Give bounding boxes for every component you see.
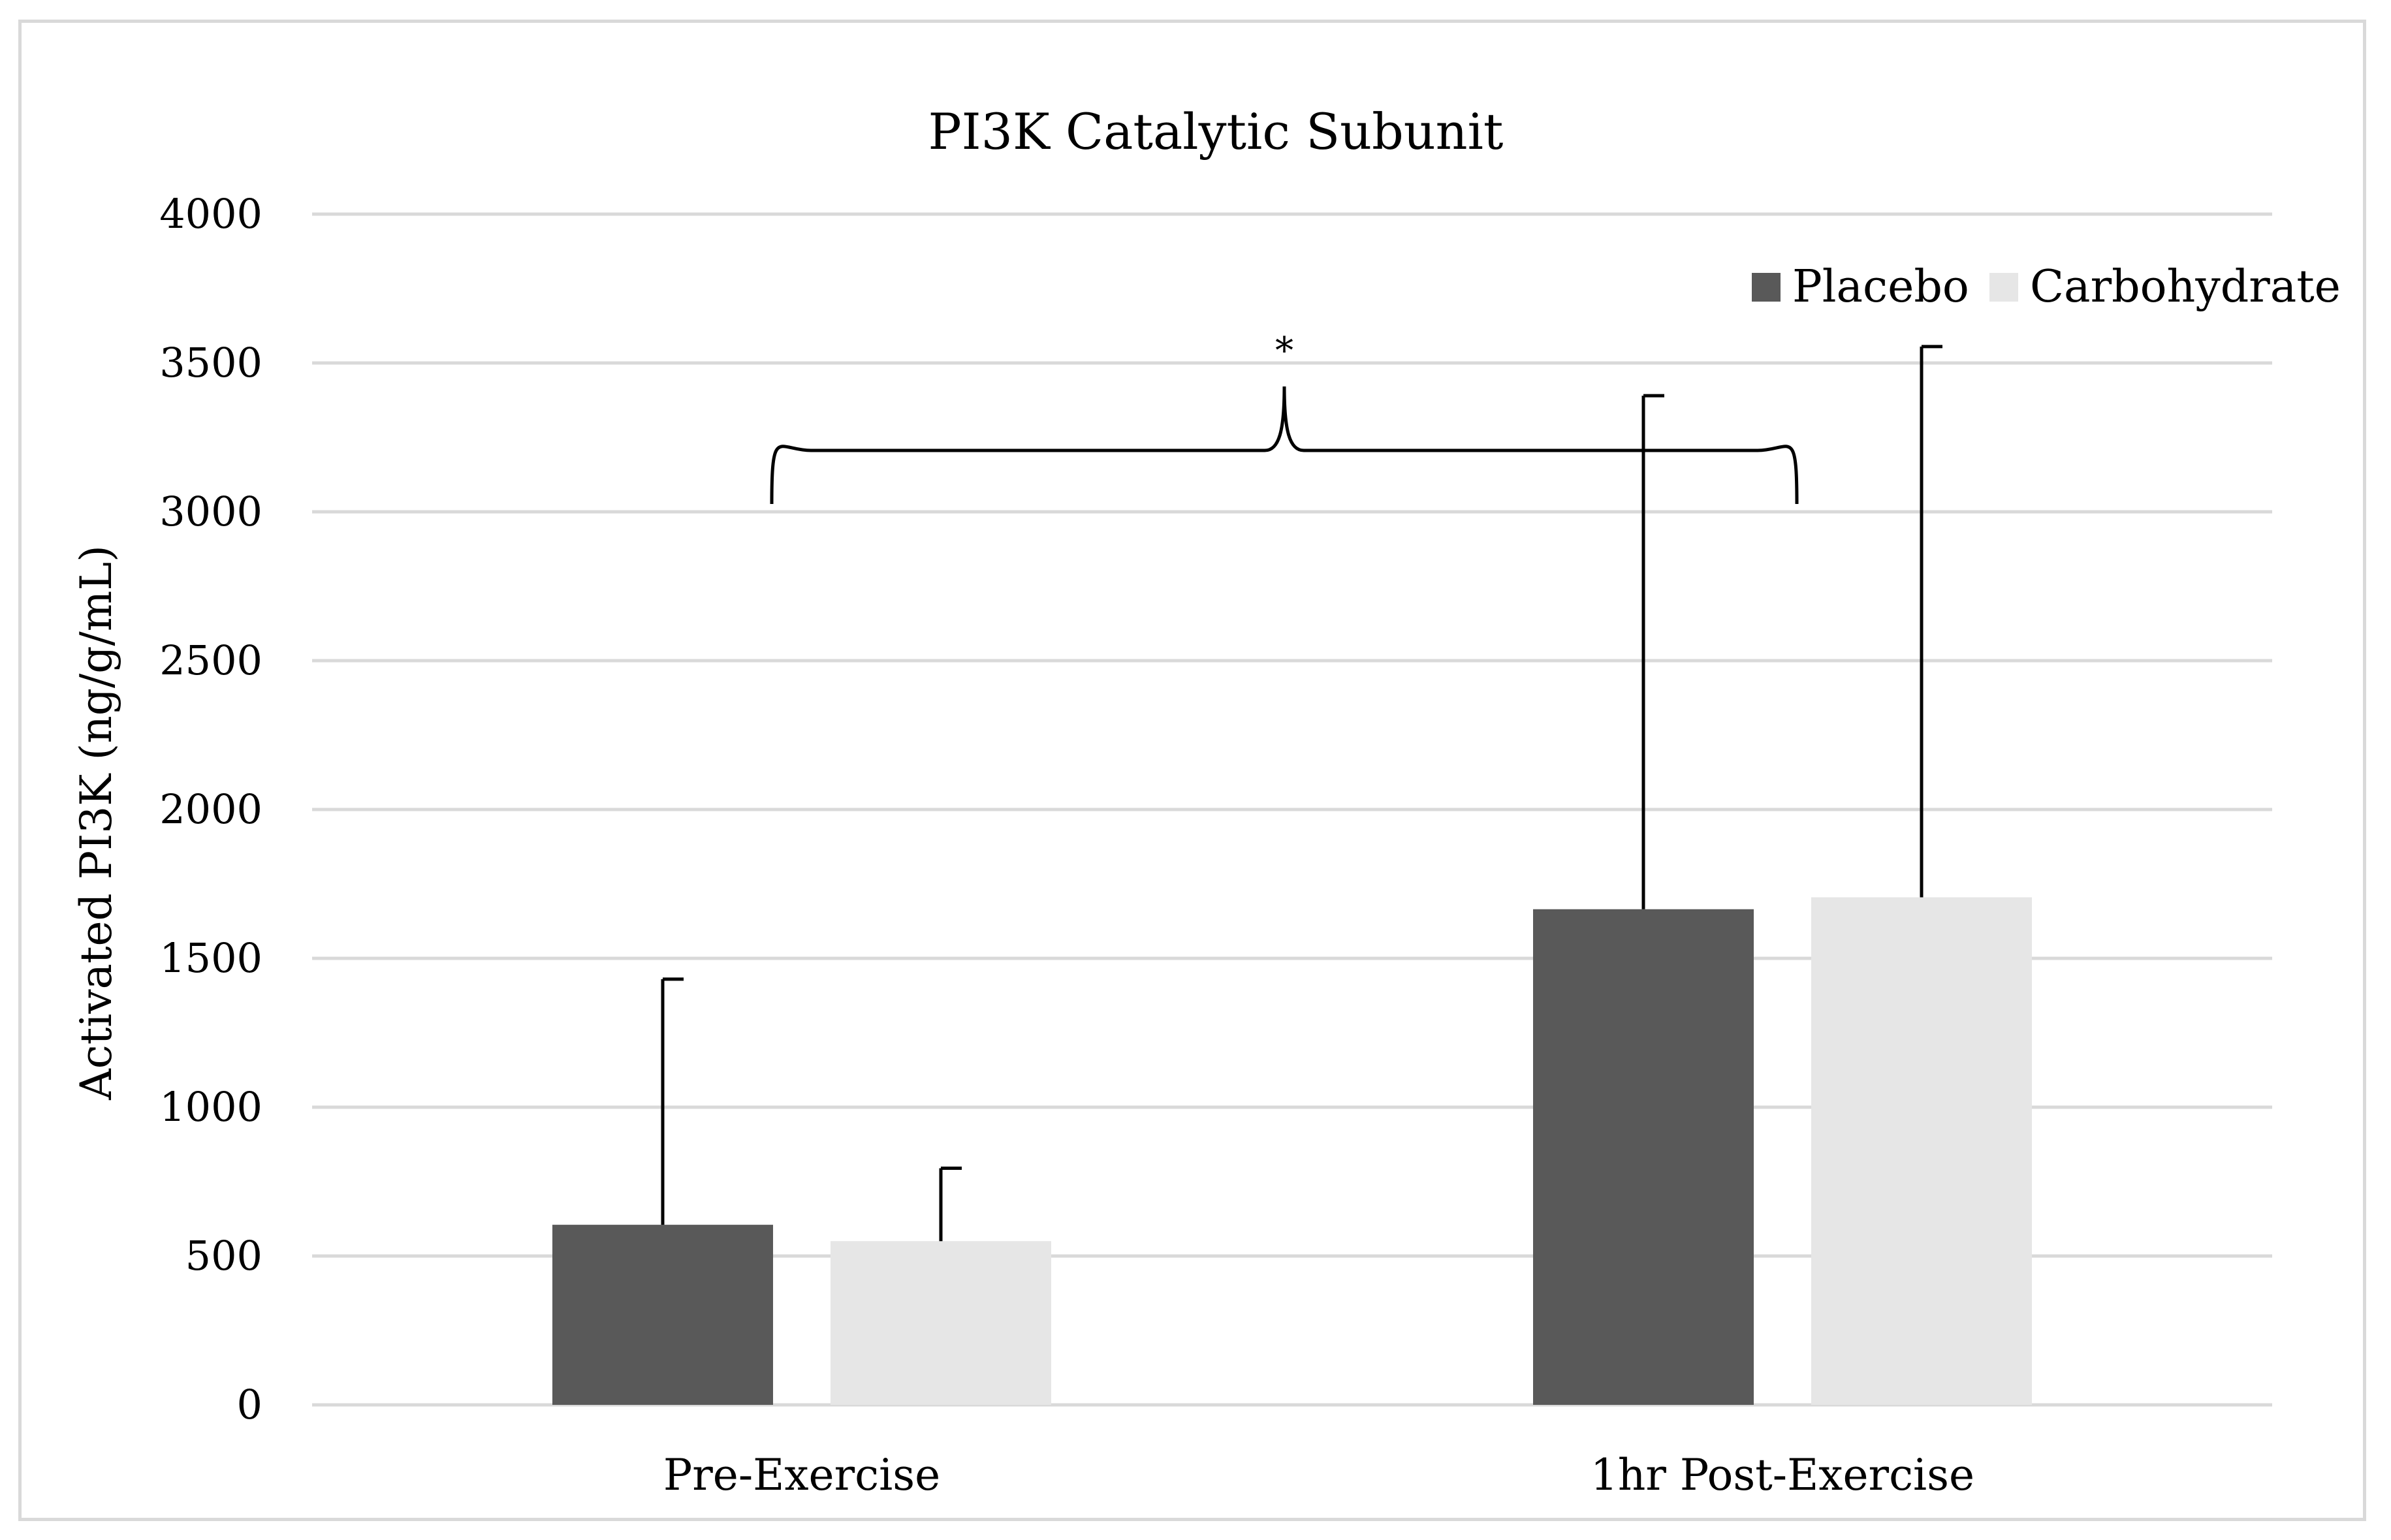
y-tick-label: 1000 [159, 1083, 262, 1131]
y-tick-label: 500 [185, 1232, 262, 1280]
y-tick-label: 3000 [159, 488, 262, 535]
legend-label-placebo: Placebo [1792, 261, 1969, 313]
y-tick-label: 3500 [159, 339, 262, 386]
y-tick-label: 1500 [159, 934, 262, 982]
legend-swatch-carbohydrate [1989, 273, 2018, 302]
bars [552, 897, 2032, 1405]
x-category-label: 1hr Post-Exercise [1591, 1450, 1974, 1500]
y-tick-label: 0 [237, 1381, 262, 1428]
chart-title: PI3K Catalytic Subunit [928, 102, 1504, 161]
x-category-label: Pre-Exercise [663, 1450, 940, 1500]
significance-annotation: * [770, 330, 1799, 505]
y-tick-label: 4000 [159, 190, 262, 238]
y-tick-label: 2500 [159, 636, 262, 684]
legend-label-carbohydrate: Carbohydrate [2030, 261, 2341, 313]
bar-carbohydrate [831, 1241, 1051, 1405]
axis-labels: 0 500 1000 1500 2000 2500 3000 3500 4000 Pre-Exer… [159, 190, 1974, 1500]
bar-carbohydrate [1811, 897, 2032, 1405]
bar-placebo [552, 1225, 773, 1405]
y-tick-label: 2000 [159, 785, 262, 833]
error-bars [661, 345, 1942, 1242]
legend: Placebo Carbohydrate [1752, 261, 2341, 313]
significance-asterisk: * [1275, 330, 1293, 372]
significance-bracket [770, 386, 1799, 505]
bar-placebo [1533, 909, 1754, 1405]
y-axis-label: Activated PI3K (ng/g/mL) [71, 545, 121, 1101]
legend-swatch-placebo [1752, 273, 1781, 302]
